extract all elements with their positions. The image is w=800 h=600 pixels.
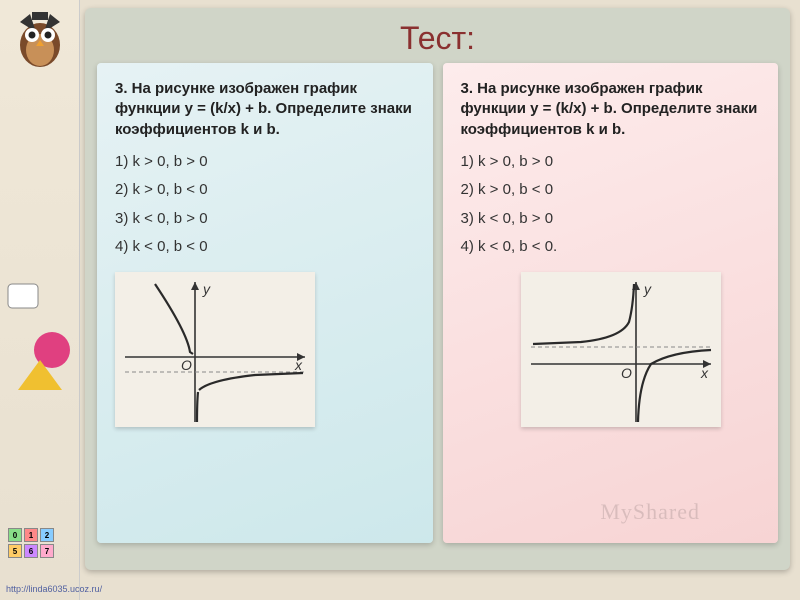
block-cell: 6 bbox=[24, 544, 38, 558]
page-title: Тест: bbox=[85, 8, 790, 63]
graph-right: y x O bbox=[521, 272, 721, 427]
graph-left: y x O bbox=[115, 272, 315, 427]
ylabel: y bbox=[202, 281, 211, 297]
options-right: 1) k > 0, b > 0 2) k > 0, b < 0 3) k < 0… bbox=[461, 148, 761, 262]
block-cell: 0 bbox=[8, 528, 22, 542]
question-text-right: 3. На рисунке изображен график функции у… bbox=[461, 79, 761, 140]
ylabel: y bbox=[643, 281, 652, 297]
block-cell: 5 bbox=[8, 544, 22, 558]
columns: 3. На рисунке изображен график функции у… bbox=[85, 63, 790, 543]
option-2: 2) k > 0, b < 0 bbox=[461, 176, 761, 205]
origin-label: O bbox=[181, 357, 192, 373]
block-cell: 1 bbox=[24, 528, 38, 542]
question-card-right: 3. На рисунке изображен график функции у… bbox=[443, 63, 779, 543]
option-2: 2) k > 0, b < 0 bbox=[115, 176, 415, 205]
question-text-left: 3. На рисунке изображен график функции у… bbox=[115, 79, 415, 140]
block-cell: 7 bbox=[40, 544, 54, 558]
block-cell: 2 bbox=[40, 528, 54, 542]
question-card-left: 3. На рисунке изображен график функции у… bbox=[97, 63, 433, 543]
option-1: 1) k > 0, b > 0 bbox=[115, 148, 415, 177]
origin-label: O bbox=[621, 365, 632, 381]
option-3: 3) k < 0, b > 0 bbox=[461, 205, 761, 234]
options-left: 1) k > 0, b > 0 2) k > 0, b < 0 3) k < 0… bbox=[115, 148, 415, 262]
option-3: 3) k < 0, b > 0 bbox=[115, 205, 415, 234]
xlabel: x bbox=[294, 357, 303, 373]
deco-shapes-icon bbox=[6, 280, 74, 405]
option-4: 4) k < 0, b < 0. bbox=[461, 233, 761, 262]
footer-url: http://linda6035.ucoz.ru/ bbox=[6, 584, 102, 594]
option-1: 1) k > 0, b > 0 bbox=[461, 148, 761, 177]
number-blocks: 0 1 2 5 6 7 bbox=[8, 528, 54, 560]
option-4: 4) k < 0, b < 0 bbox=[115, 233, 415, 262]
owl-icon bbox=[10, 10, 70, 70]
xlabel: x bbox=[700, 365, 709, 381]
main-panel: Тест: 3. На рисунке изображен график фун… bbox=[85, 8, 790, 570]
sidebar: 0 1 2 5 6 7 bbox=[0, 0, 80, 600]
